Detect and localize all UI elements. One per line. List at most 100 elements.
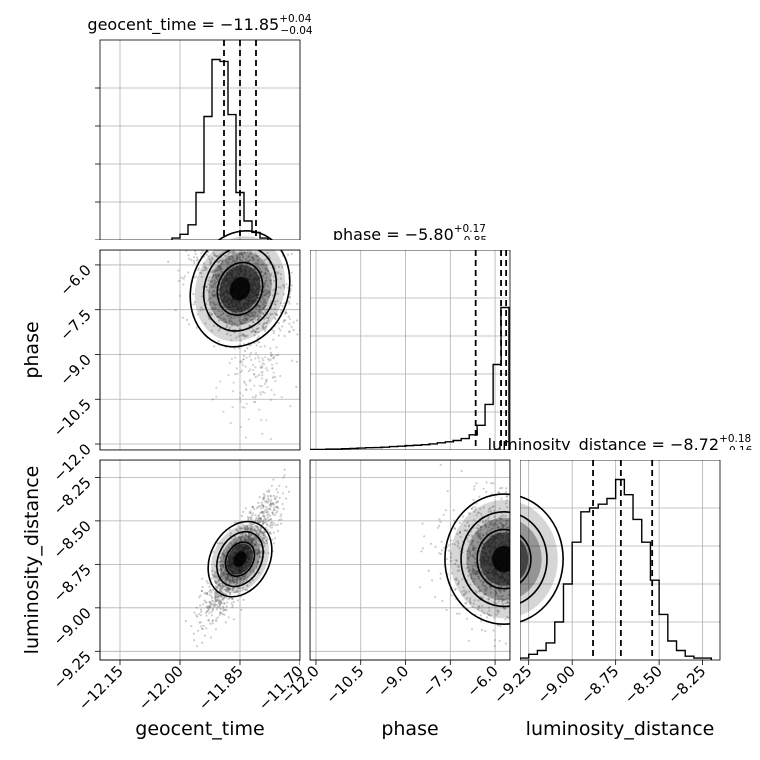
joint-geocent_time-luminosity_distance-point [215,576,218,579]
joint-geocent_time-phase-point [214,273,217,277]
joint-geocent_time-luminosity_distance-point [222,564,225,567]
joint-phase-luminosity_distance-point [436,526,440,529]
joint-geocent_time-luminosity_distance-point [227,597,230,601]
joint-geocent_time-luminosity_distance-point [258,551,261,554]
joint-phase-luminosity_distance-point [468,525,471,528]
joint-geocent_time-luminosity_distance-point [232,582,235,585]
joint-geocent_time-luminosity_distance-point [214,573,217,576]
joint-geocent_time-luminosity_distance-point [201,627,204,630]
joint-geocent_time-phase-point [228,321,231,324]
joint-geocent_time-luminosity_distance-point [240,576,243,580]
joint-geocent_time-luminosity_distance-point [250,525,253,528]
joint-phase-luminosity_distance-point [483,589,487,592]
joint-geocent_time-phase-point [258,384,261,387]
joint-geocent_time-luminosity_distance-point [265,501,268,504]
joint-geocent_time-luminosity_distance-point [251,579,254,582]
joint-geocent_time-phase-point [226,314,229,317]
joint-geocent_time-phase-point [210,313,214,316]
joint-geocent_time-luminosity_distance-point [206,606,209,609]
joint-geocent_time-luminosity_distance-point [220,553,224,556]
joint-geocent_time-luminosity_distance-point [219,595,222,598]
joint-phase-luminosity_distance-point [455,577,458,580]
joint-geocent_time-phase-point [267,357,270,361]
joint-geocent_time-phase-point [252,329,255,332]
joint-geocent_time-phase-point [288,322,291,325]
joint-geocent_time-phase-point [259,345,262,348]
joint-phase-luminosity_distance-point [505,506,509,509]
joint-geocent_time-luminosity_distance-point [222,578,225,581]
joint-phase-luminosity_distance-point [476,572,479,575]
joint-geocent_time-phase-point [249,311,252,314]
joint-phase-luminosity_distance-point [453,588,457,591]
joint-geocent_time-phase-point [286,253,290,256]
joint-geocent_time-luminosity_distance-point [245,579,248,582]
joint-geocent_time-phase-point [271,357,275,360]
joint-geocent_time-luminosity_distance-point [231,587,234,590]
joint-geocent_time-luminosity_distance-point [215,581,218,585]
joint-geocent_time-luminosity_distance-point [219,599,222,603]
joint-phase-luminosity_distance-point [481,609,484,612]
joint-geocent_time-phase-point [245,402,248,405]
joint-phase-luminosity_distance-point [480,620,483,623]
joint-geocent_time-luminosity_distance-point [281,492,284,495]
joint-geocent_time-luminosity_distance-point [262,493,265,496]
joint-geocent_time-luminosity_distance-point [223,574,226,577]
joint-geocent_time-phase-point [270,274,273,277]
joint-geocent_time-luminosity_distance-point [221,566,224,569]
joint-phase-luminosity_distance-point [472,602,475,605]
joint-geocent_time-phase-point [219,259,222,262]
joint-phase-luminosity_distance-point [480,526,483,529]
joint-geocent_time-luminosity_distance-point [229,532,233,535]
joint-geocent_time-phase-point [240,361,243,364]
joint-phase-luminosity_distance-point [486,532,489,535]
joint-geocent_time-phase-point [251,330,254,333]
joint-geocent_time-luminosity_distance-point [241,534,244,538]
joint-geocent_time-phase-point [213,345,216,348]
joint-geocent_time-phase-point [214,303,217,306]
joint-geocent_time-phase-point [231,320,234,324]
joint-geocent_time-luminosity_distance-point [261,505,264,508]
joint-geocent_time-phase-point [263,288,266,291]
joint-geocent_time-luminosity_distance-point [253,508,256,511]
joint-geocent_time-luminosity_distance-point [236,529,239,532]
joint-geocent_time-luminosity_distance-point [262,515,265,518]
joint-phase-luminosity_distance-point [450,542,454,546]
joint-phase-luminosity_distance-point [480,537,483,540]
joint-geocent_time-luminosity_distance-point [280,513,283,516]
joint-phase-luminosity_distance-point [474,571,477,575]
joint-geocent_time-phase-point [213,270,216,273]
joint-geocent_time-luminosity_distance-point [249,534,252,537]
joint-geocent_time-luminosity_distance-point [258,516,261,520]
joint-geocent_time-phase-point [228,326,231,329]
joint-geocent_time-phase-point [221,268,224,271]
joint-geocent_time-luminosity_distance-point [266,497,270,500]
joint-geocent_time-luminosity_distance-point [219,594,222,597]
joint-geocent_time-luminosity_distance-point [263,530,266,534]
joint-phase-luminosity_distance-point [470,507,473,510]
joint-phase-luminosity_distance-point [487,526,490,529]
joint-geocent_time-luminosity_distance-point [222,549,225,552]
joint-geocent_time-phase-point [273,316,276,319]
joint-geocent_time-phase-point [271,363,274,366]
joint-geocent_time-luminosity_distance-point [184,620,187,623]
joint-phase-luminosity_distance-point [464,602,467,605]
joint-geocent_time-phase-point [260,366,263,369]
joint-geocent_time-luminosity_distance-point [218,613,222,616]
joint-phase-luminosity_distance-point [492,522,495,525]
joint-geocent_time-phase-point [249,314,253,318]
joint-geocent_time-luminosity_distance-point [268,525,271,528]
joint-geocent_time-luminosity_distance-point [203,599,206,602]
joint-geocent_time-phase-point [263,308,266,311]
joint-geocent_time-luminosity_distance-point [262,497,265,500]
joint-phase-luminosity_distance-point [488,613,491,616]
joint-geocent_time-phase-point [222,318,225,322]
joint-geocent_time-luminosity_distance-point [280,518,283,521]
joint-geocent_time-phase-point [230,317,233,320]
joint-geocent_time-luminosity_distance-point [237,536,241,539]
joint-geocent_time-phase-point [211,271,214,274]
joint-phase-luminosity_distance-point [499,590,502,593]
joint-phase-luminosity_distance-point [465,529,469,532]
joint-geocent_time-luminosity_distance-point [211,603,214,606]
joint-geocent_time-phase-point [247,255,250,258]
joint-phase-luminosity_distance-point [462,515,465,518]
